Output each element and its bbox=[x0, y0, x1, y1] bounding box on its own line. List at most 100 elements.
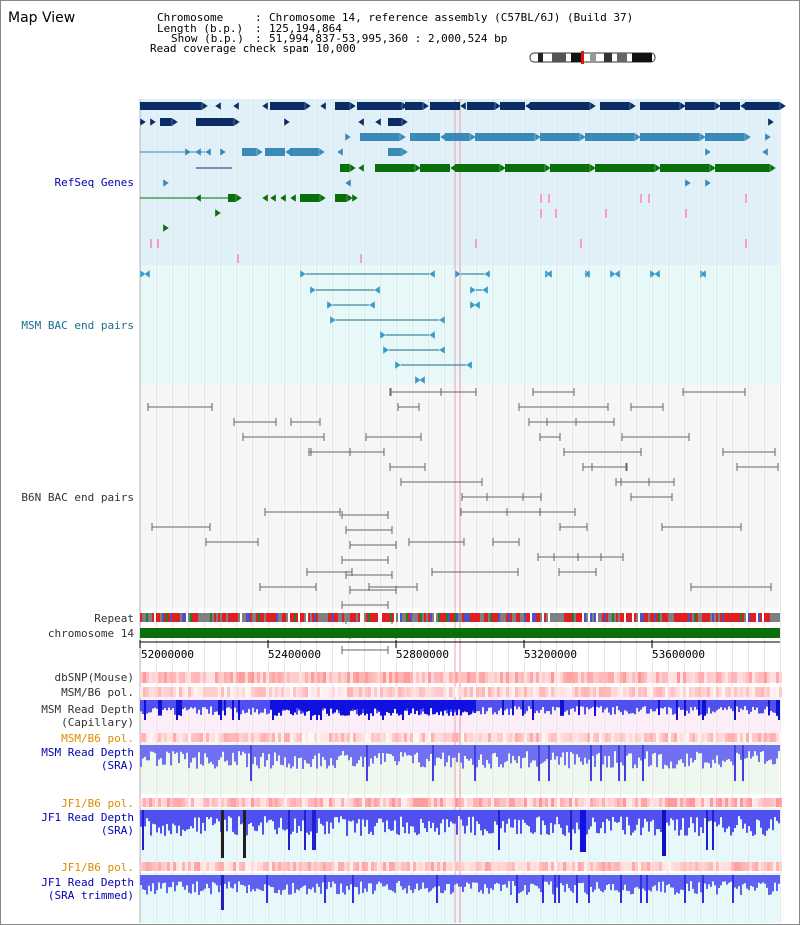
polymorphism-cell bbox=[257, 862, 260, 871]
repeat-segment bbox=[432, 613, 434, 622]
polymorphism-cell bbox=[338, 687, 341, 697]
read-depth-bar bbox=[404, 875, 406, 889]
read-depth-bar bbox=[480, 875, 482, 891]
repeat-segment bbox=[626, 613, 628, 622]
read-depth-bar bbox=[418, 745, 420, 763]
repeat-segment bbox=[778, 613, 780, 622]
read-depth-bar bbox=[158, 745, 160, 760]
repeat-segment bbox=[418, 613, 420, 622]
read-depth-bar bbox=[338, 810, 340, 823]
polymorphism-cell bbox=[605, 687, 608, 697]
refseq-gene-arrow bbox=[318, 147, 326, 157]
read-depth-bar bbox=[636, 745, 638, 768]
read-depth-bar bbox=[222, 745, 224, 752]
polymorphism-cell bbox=[524, 733, 527, 742]
polymorphism-cell bbox=[389, 687, 392, 697]
repeat-segment bbox=[550, 613, 552, 622]
read-depth-bar bbox=[400, 810, 402, 817]
read-depth-bar bbox=[630, 875, 632, 895]
read-depth-bar bbox=[250, 745, 252, 781]
polymorphism-cell bbox=[434, 862, 437, 871]
read-depth-bar bbox=[700, 875, 702, 893]
polymorphism-cell bbox=[617, 672, 620, 683]
read-depth-bar bbox=[706, 745, 708, 763]
polymorphism-cell bbox=[245, 862, 248, 871]
refseq-pink-mark bbox=[745, 239, 747, 248]
read-depth-bar bbox=[360, 700, 362, 715]
read-depth-bar bbox=[276, 700, 278, 716]
polymorphism-cell bbox=[278, 687, 281, 697]
refseq-gene-arrow bbox=[346, 193, 354, 203]
polymorphism-cell bbox=[641, 687, 644, 697]
read-depth-bar bbox=[476, 745, 478, 768]
polymorphism-cell bbox=[557, 672, 560, 683]
read-depth-bar bbox=[208, 700, 210, 714]
polymorphism-cell bbox=[683, 798, 686, 807]
repeat-segment bbox=[732, 613, 734, 622]
polymorphism-cell bbox=[614, 687, 617, 697]
read-depth-bar bbox=[378, 745, 380, 754]
polymorphism-cell bbox=[356, 733, 359, 742]
refseq-pink-mark bbox=[745, 194, 747, 203]
repeat-segment bbox=[558, 613, 560, 622]
read-depth-bar bbox=[168, 875, 170, 888]
read-depth-bar bbox=[242, 745, 244, 752]
read-depth-bar bbox=[390, 700, 392, 711]
polymorphism-cell bbox=[767, 733, 770, 742]
polymorphism-cell bbox=[317, 798, 320, 807]
read-depth-bar bbox=[520, 700, 522, 710]
ideogram[interactable] bbox=[529, 51, 656, 64]
read-depth-bar bbox=[480, 810, 482, 831]
polymorphism-cell bbox=[419, 733, 422, 742]
read-depth-bar bbox=[140, 745, 142, 767]
polymorphism-cell bbox=[446, 687, 449, 697]
read-depth-bar bbox=[242, 700, 244, 711]
read-depth-bar bbox=[672, 700, 674, 715]
polymorphism-cell bbox=[713, 862, 716, 871]
polymorphism-cell bbox=[452, 687, 455, 697]
polymorphism-cell bbox=[332, 733, 335, 742]
read-depth-bar bbox=[522, 700, 524, 716]
polymorphism-cell bbox=[674, 733, 677, 742]
read-depth-bar bbox=[190, 875, 192, 894]
repeat-segment bbox=[300, 613, 302, 622]
polymorphism-cell bbox=[320, 862, 323, 871]
repeat-segment bbox=[452, 613, 454, 622]
polymorphism-cell bbox=[467, 862, 470, 871]
repeat-segment bbox=[302, 613, 304, 622]
refseq-gene-arrow bbox=[704, 147, 712, 157]
msm-bac-pair-end bbox=[469, 285, 477, 295]
polymorphism-cell bbox=[494, 798, 497, 807]
read-depth-bar bbox=[606, 700, 608, 708]
polymorphism-cell bbox=[539, 862, 542, 871]
read-depth-bar bbox=[696, 700, 698, 710]
read-depth-bar bbox=[756, 810, 758, 820]
read-depth-bar bbox=[360, 745, 362, 757]
read-depth-bar bbox=[272, 700, 274, 713]
polymorphism-cell bbox=[641, 798, 644, 807]
polymorphism-cell bbox=[392, 733, 395, 742]
refseq-gene-arrow bbox=[401, 117, 409, 127]
repeat-segment bbox=[364, 613, 366, 622]
read-depth-bar bbox=[498, 745, 500, 767]
polymorphism-cell bbox=[188, 798, 191, 807]
repeat-segment bbox=[718, 613, 720, 622]
polymorphism-cell bbox=[185, 687, 188, 697]
polymorphism-cell bbox=[722, 687, 725, 697]
polymorphism-cell bbox=[578, 733, 581, 742]
polymorphism-cell bbox=[212, 687, 215, 697]
read-depth-bar bbox=[510, 875, 512, 895]
read-depth-bar bbox=[410, 875, 412, 891]
read-depth-bar bbox=[352, 810, 354, 821]
polymorphism-cell bbox=[593, 862, 596, 871]
read-depth-bar bbox=[714, 810, 716, 822]
polymorphism-cell bbox=[668, 798, 671, 807]
polymorphism-cell bbox=[653, 733, 656, 742]
msm-bac-pair-end bbox=[653, 269, 661, 279]
polymorphism-cell bbox=[227, 733, 230, 742]
repeat-segment bbox=[152, 613, 154, 622]
read-depth-bar bbox=[170, 745, 172, 766]
read-depth-bar bbox=[590, 745, 592, 781]
read-depth-bar bbox=[724, 745, 726, 762]
